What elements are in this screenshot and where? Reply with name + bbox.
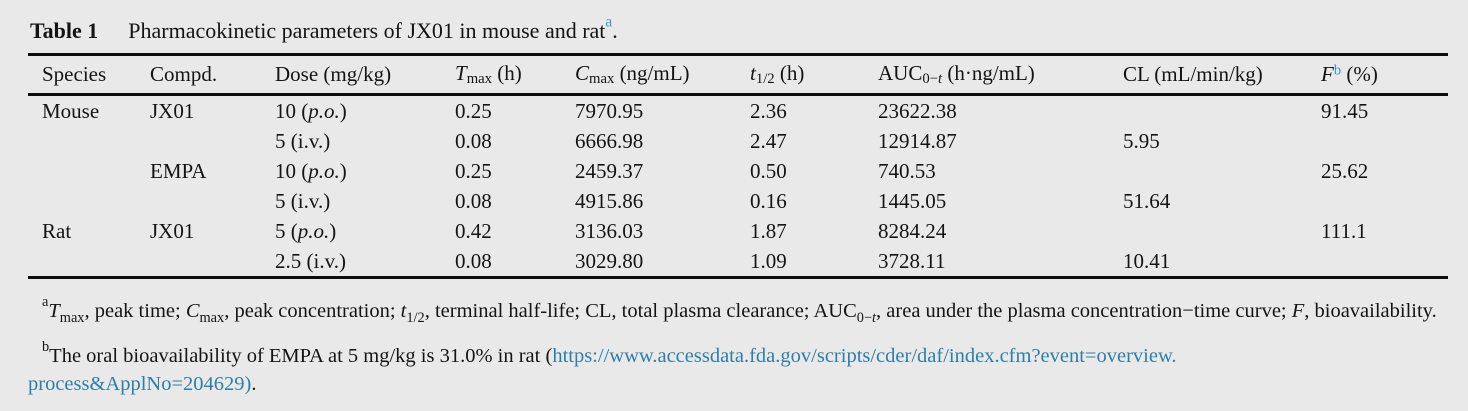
cell-cl: 10.41 bbox=[1123, 248, 1171, 273]
column-header-species: Species bbox=[42, 62, 107, 87]
table-row: 5 (i.v.) 0.08 4915.86 0.16 1445.05 51.64 bbox=[28, 186, 1448, 216]
cell-dose: 2.5 (i.v.) bbox=[275, 248, 346, 273]
cell-dose: 5 (i.v.) bbox=[275, 128, 331, 153]
column-header-thalf: t1/2 (h) bbox=[750, 61, 805, 88]
cell-compd: JX01 bbox=[150, 98, 195, 123]
column-header-dose: Dose (mg/kg) bbox=[275, 62, 392, 87]
bottom-rule bbox=[28, 276, 1448, 280]
column-header-cmax: Cmax (ng/mL) bbox=[575, 61, 690, 88]
cell-thalf: 0.50 bbox=[750, 158, 787, 183]
column-header-auc: AUC0−t (h·ng/mL) bbox=[878, 61, 1035, 88]
cell-species: Rat bbox=[42, 218, 72, 243]
cell-dose: 5 (p.o.) bbox=[275, 218, 337, 243]
header-row: Species Compd. Dose (mg/kg) Tmax (h) Cma… bbox=[28, 56, 1448, 93]
cell-f: 25.62 bbox=[1321, 158, 1369, 183]
cell-compd: EMPA bbox=[150, 158, 207, 183]
cell-tmax: 0.08 bbox=[455, 128, 492, 153]
cell-thalf: 2.36 bbox=[750, 98, 787, 123]
cell-cmax: 7970.95 bbox=[575, 98, 644, 123]
cell-species: Mouse bbox=[42, 98, 100, 123]
cell-thalf: 1.87 bbox=[750, 218, 787, 243]
column-header-compd: Compd. bbox=[150, 62, 218, 87]
cell-cl bbox=[1123, 96, 1321, 126]
footnotes: aTmax, peak time; Cmax, peak concentrati… bbox=[28, 288, 1448, 398]
cell-compd bbox=[150, 126, 275, 156]
column-header-f: Fb (%) bbox=[1321, 62, 1378, 87]
cell-tmax: 0.08 bbox=[455, 248, 492, 273]
cell-dose: 10 (p.o.) bbox=[275, 158, 347, 183]
cell-species bbox=[28, 156, 150, 186]
cell-thalf: 2.47 bbox=[750, 128, 787, 153]
cell-f bbox=[1321, 246, 1448, 276]
cell-f: 111.1 bbox=[1321, 218, 1367, 243]
cell-tmax: 0.42 bbox=[455, 218, 492, 243]
cell-cmax: 6666.98 bbox=[575, 128, 644, 153]
column-header-tmax: Tmax (h) bbox=[455, 61, 522, 88]
top-rule bbox=[28, 53, 1448, 57]
cell-cmax: 3136.03 bbox=[575, 218, 644, 243]
footnote-b: bThe oral bioavailability of EMPA at 5 m… bbox=[28, 338, 1177, 396]
pk-table: Species Compd. Dose (mg/kg) Tmax (h) Cma… bbox=[28, 56, 1448, 93]
cell-cmax: 2459.37 bbox=[575, 158, 644, 183]
cell-cl bbox=[1123, 216, 1321, 246]
cell-species bbox=[28, 126, 150, 156]
table-row: Rat JX01 5 (p.o.) 0.42 3136.03 1.87 8284… bbox=[28, 216, 1448, 246]
cell-auc: 740.53 bbox=[878, 158, 936, 183]
table-row: 5 (i.v.) 0.08 6666.98 2.47 12914.87 5.95 bbox=[28, 126, 1448, 156]
cell-cmax: 4915.86 bbox=[575, 188, 644, 213]
cell-cmax: 3029.80 bbox=[575, 248, 644, 273]
column-header-cl: CL (mL/min/kg) bbox=[1123, 62, 1263, 87]
paper-table-panel: Table 1 Pharmacokinetic parameters of JX0… bbox=[28, 8, 1448, 398]
cell-cl bbox=[1123, 156, 1321, 186]
header-rule bbox=[28, 93, 1448, 97]
cell-compd: JX01 bbox=[150, 218, 195, 243]
cell-auc: 1445.05 bbox=[878, 188, 947, 213]
cell-f bbox=[1321, 126, 1448, 156]
cell-dose: 5 (i.v.) bbox=[275, 188, 331, 213]
cell-f bbox=[1321, 186, 1448, 216]
cell-species bbox=[28, 186, 150, 216]
cell-species bbox=[28, 246, 150, 276]
cell-auc: 8284.24 bbox=[878, 218, 947, 243]
cell-auc: 12914.87 bbox=[878, 128, 957, 153]
table-row: 2.5 (i.v.) 0.08 3029.80 1.09 3728.11 10.… bbox=[28, 246, 1448, 276]
table-title: Pharmacokinetic parameters of JX01 in mo… bbox=[128, 14, 618, 44]
fda-link[interactable]: https://www.accessdata.fda.gov/scripts/c… bbox=[552, 344, 1177, 367]
table-number-label: Table 1 bbox=[30, 18, 99, 44]
cell-cl: 51.64 bbox=[1123, 188, 1171, 213]
cell-tmax: 0.08 bbox=[455, 188, 492, 213]
table-row: EMPA 10 (p.o.) 0.25 2459.37 0.50 740.53 … bbox=[28, 156, 1448, 186]
cell-compd bbox=[150, 186, 275, 216]
pk-table-body: Mouse JX01 10 (p.o.) 0.25 7970.95 2.36 2… bbox=[28, 96, 1448, 276]
cell-tmax: 0.25 bbox=[455, 98, 492, 123]
footnote-a: aTmax, peak time; Cmax, peak concentrati… bbox=[42, 294, 1437, 327]
table-caption: Table 1 Pharmacokinetic parameters of JX0… bbox=[28, 8, 1448, 46]
cell-thalf: 0.16 bbox=[750, 188, 787, 213]
cell-dose: 10 (p.o.) bbox=[275, 98, 347, 123]
cell-thalf: 1.09 bbox=[750, 248, 787, 273]
cell-auc: 23622.38 bbox=[878, 98, 957, 123]
cell-compd bbox=[150, 246, 275, 276]
cell-cl: 5.95 bbox=[1123, 128, 1160, 153]
cell-auc: 3728.11 bbox=[878, 248, 946, 273]
cell-tmax: 0.25 bbox=[455, 158, 492, 183]
fda-link[interactable]: process&ApplNo=204629) bbox=[28, 373, 252, 396]
cell-f: 91.45 bbox=[1321, 98, 1369, 123]
table-row: Mouse JX01 10 (p.o.) 0.25 7970.95 2.36 2… bbox=[28, 96, 1448, 126]
